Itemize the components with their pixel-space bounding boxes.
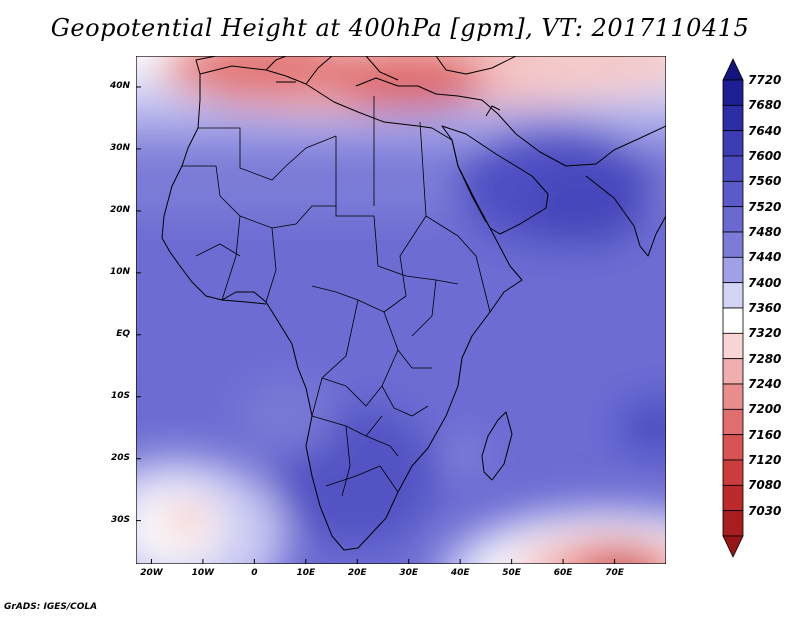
colorbar-segment xyxy=(722,332,744,360)
colorbar-value-label: 7320 xyxy=(748,326,782,341)
software-credit: GrADS: IGES/COLA xyxy=(4,602,98,612)
colorbar-segment xyxy=(722,256,744,284)
lon-tick-label: 0 xyxy=(251,568,258,578)
lon-tick-label: 50E xyxy=(502,568,521,578)
colorbar-segment xyxy=(722,104,744,132)
lon-tick-label: 70E xyxy=(605,568,624,578)
coastlines xyxy=(161,56,666,551)
colorbar-value-label: 7680 xyxy=(748,98,782,113)
colorbar-upper-arrow xyxy=(722,58,744,81)
colorbar-value-label: 7200 xyxy=(748,402,782,417)
colorbar-value-label: 7440 xyxy=(748,250,782,265)
colorbar-value-label: 7360 xyxy=(748,301,782,315)
colorbar-value-label: 7400 xyxy=(748,275,782,290)
colorbar-value-label: 7640 xyxy=(748,123,782,138)
colorbar-segment xyxy=(722,459,744,486)
colorbar-value-label: 7600 xyxy=(748,149,782,163)
colorbar-segment xyxy=(722,282,744,309)
colorbar-segment xyxy=(722,79,744,106)
colorbar-segment xyxy=(722,130,744,157)
colorbar-segment xyxy=(722,358,744,385)
colorbar-segment xyxy=(722,484,744,512)
lat-tick-label: 10S xyxy=(110,390,130,401)
lat-tick-label: 20S xyxy=(110,452,130,463)
lon-tick-label: 40E xyxy=(450,568,470,578)
colorbar-segment xyxy=(722,510,744,537)
lon-tick-label: 20W xyxy=(140,568,163,578)
lat-tick-label: 40N xyxy=(109,80,130,91)
lat-tick-label: 30N xyxy=(109,142,130,153)
colorbar-lower-arrow xyxy=(722,535,744,558)
colorbar-value-label: 7240 xyxy=(748,377,782,391)
height-field-shading xyxy=(136,56,666,564)
colorbar-value-label: 7030 xyxy=(748,503,782,518)
lon-tick-label: 10W xyxy=(191,568,215,578)
colorbar-value-label: 7080 xyxy=(748,478,782,493)
colorbar-segment xyxy=(722,180,744,208)
lon-tick-label: 30E xyxy=(399,568,419,578)
colorbar-segment xyxy=(722,383,744,410)
colorbar-segment xyxy=(722,206,744,233)
colorbar-value-label: 7480 xyxy=(748,225,782,239)
colorbar xyxy=(722,58,744,558)
colorbar-segment xyxy=(722,408,744,436)
colorbar-segment xyxy=(722,155,744,182)
colorbar-value-label: 7120 xyxy=(748,453,782,467)
lat-tick-label: 20N xyxy=(109,204,130,215)
lon-tick-label: 60E xyxy=(553,568,573,578)
lon-tick-label: 10E xyxy=(296,568,316,578)
colorbar-value-label: 7720 xyxy=(748,73,782,87)
lat-tick-label: 10N xyxy=(109,266,130,277)
colorbar-value-label: 7160 xyxy=(748,427,782,442)
country-borders xyxy=(182,96,491,497)
geopotential-map xyxy=(136,56,666,564)
lat-tick-label: 30S xyxy=(110,514,130,525)
colorbar-value-label: 7280 xyxy=(748,351,782,366)
colorbar-segment xyxy=(722,307,744,334)
chart-title: Geopotential Height at 400hPa [gpm], VT:… xyxy=(50,14,750,42)
colorbar-segment xyxy=(722,231,744,258)
colorbar-value-label: 7520 xyxy=(748,199,782,214)
lat-tick-label: EQ xyxy=(116,328,130,339)
colorbar-value-label: 7560 xyxy=(748,174,782,189)
colorbar-segment xyxy=(722,434,744,461)
lon-tick-label: 20E xyxy=(347,568,367,578)
